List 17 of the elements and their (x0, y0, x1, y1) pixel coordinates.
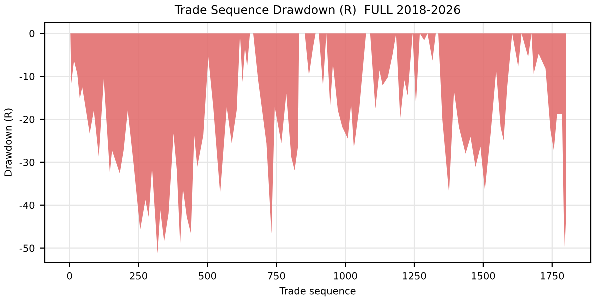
x-tick-label: 1750 (541, 272, 564, 280)
y-tick-label: -40 (20, 202, 35, 210)
x-tick-label: 750 (268, 272, 286, 280)
x-tick-label: 250 (130, 272, 148, 280)
x-tick-label: 500 (199, 272, 216, 280)
x-tick-label: 1250 (403, 272, 426, 280)
chart-title: Trade Sequence Drawdown (R) FULL 2018-2026 (174, 5, 460, 17)
y-tick-label: -50 (20, 244, 35, 252)
y-tick-label: -10 (20, 73, 35, 80)
y-tick-label: 0 (30, 30, 35, 38)
y-tick-label: -30 (20, 158, 35, 166)
y-tick-label: -20 (20, 116, 35, 124)
x-tick-label: 0 (67, 272, 72, 280)
y-axis-title: Drawdown (R) (4, 108, 14, 176)
x-tick-label: 1500 (472, 272, 496, 280)
x-tick-label: 1000 (334, 272, 358, 280)
x-axis-title: Trade sequence (280, 287, 356, 297)
